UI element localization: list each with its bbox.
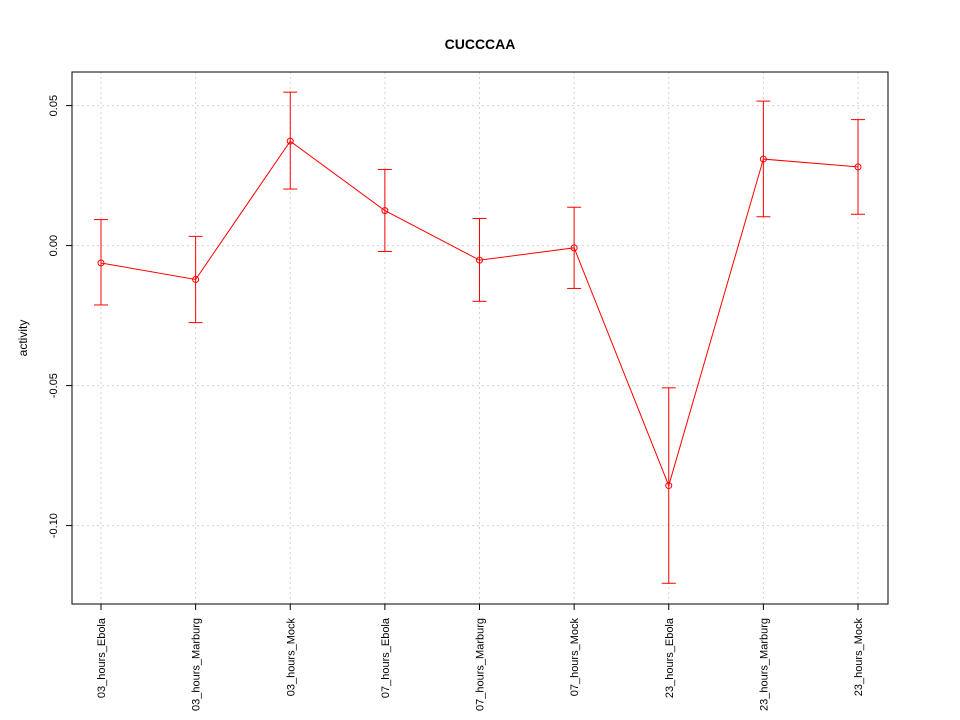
x-tick-label: 07_hours_Marburg [475,618,487,711]
data-point [286,137,294,145]
data-point [570,244,578,252]
x-tick-label: 23_hours_Marburg [758,618,770,711]
data-point [759,155,767,163]
data-series [94,91,865,584]
x-tick-label: 03_hours_Marburg [191,618,203,711]
data-point [192,275,200,283]
data-point [476,256,483,264]
x-tick-label: 03_hours_Ebola [96,617,108,698]
series-line [100,140,859,488]
x-tick-label: 23_hours_Ebola [664,617,676,698]
x-tick-label: 07_hours_Ebola [380,617,392,698]
y-tick-label: 0.05 [48,95,60,116]
x-tick-label: 23_hours_Mock [853,618,865,697]
y-tick-label: -0.10 [48,513,60,538]
data-point [854,163,862,171]
x-tick-label: 07_hours_Mock [569,618,581,697]
grid-lines [72,72,888,604]
x-tick-label: 03_hours_Mock [285,618,297,697]
y-axis-label: activity [16,320,30,357]
chart-title: CUCCCAA [445,36,516,52]
data-point [665,482,673,490]
y-tick-label: -0.05 [48,373,60,398]
data-point [97,259,105,267]
axes: -0.10 -0.05 0.00 0.05 03_hours_Ebola 03_hours… [48,95,865,711]
data-point [381,207,389,215]
y-tick-label: 0.00 [48,235,60,256]
